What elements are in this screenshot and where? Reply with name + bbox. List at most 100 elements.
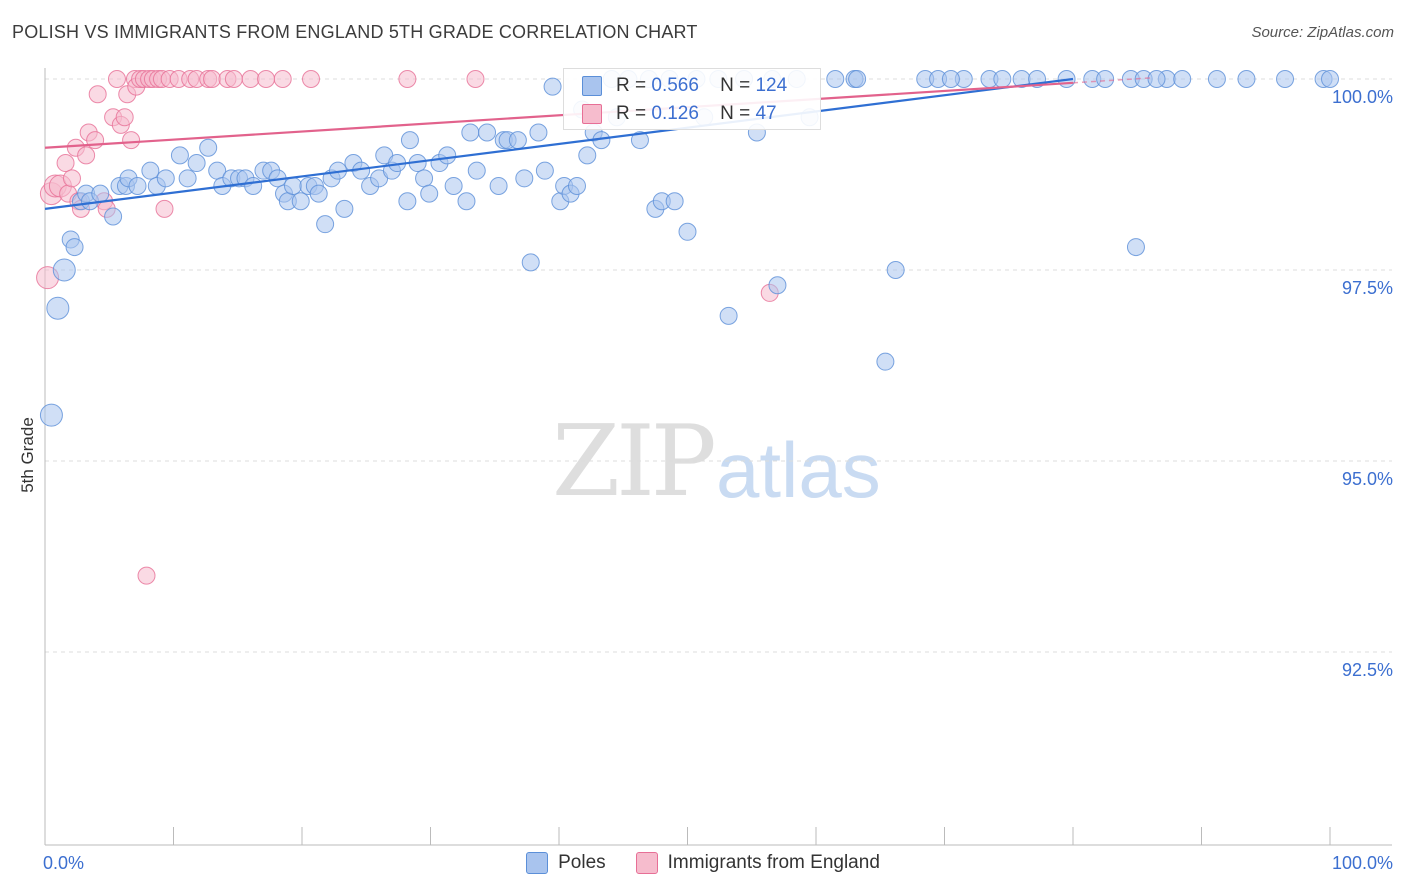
- poles-point: [104, 207, 123, 226]
- poles-point: [630, 131, 649, 150]
- poles-point: [1173, 70, 1192, 88]
- england-r-label: R =: [616, 103, 647, 124]
- poles-point: [398, 192, 417, 211]
- england-point: [155, 199, 174, 218]
- poles-r-label: R =: [616, 75, 647, 96]
- england-r-value: 0.126: [651, 103, 699, 124]
- stats-row-poles: R = 0.566 N = 124: [582, 73, 787, 99]
- england-point: [257, 70, 276, 88]
- legend-poles-swatch: [526, 852, 549, 874]
- poles-point: [1321, 70, 1339, 88]
- england-point: [88, 85, 107, 104]
- x-tick-label: 100.0%: [1332, 853, 1393, 873]
- poles-r-value: 0.566: [651, 75, 699, 96]
- england-point: [137, 566, 156, 585]
- poles-swatch: [582, 76, 602, 96]
- poles-point: [284, 176, 303, 195]
- poles-point: [543, 77, 562, 96]
- poles-point: [567, 176, 586, 195]
- legend-poles-label: Poles: [558, 852, 606, 873]
- poles-point: [52, 258, 76, 282]
- poles-point: [400, 131, 419, 150]
- poles-point: [461, 123, 480, 142]
- poles-point: [65, 238, 84, 257]
- poles-point: [335, 199, 354, 218]
- england-point: [224, 70, 243, 88]
- legend-england-swatch: [635, 852, 658, 874]
- england-n-value: 47: [755, 103, 777, 124]
- gridlines: [45, 78, 1392, 653]
- poles-point: [91, 184, 110, 203]
- poles-point: [508, 131, 527, 150]
- england-point: [122, 131, 141, 150]
- poles-point: [478, 123, 497, 142]
- poles-point: [178, 169, 197, 188]
- england-point: [301, 70, 320, 88]
- legend-item-england[interactable]: Immigrants from England: [635, 852, 880, 874]
- england-point: [56, 154, 75, 173]
- poles-point: [768, 276, 787, 295]
- england-point: [107, 70, 126, 88]
- poles-point: [941, 70, 960, 88]
- legend-item-poles[interactable]: Poles: [526, 852, 606, 874]
- poles-point: [665, 192, 684, 211]
- england-point: [115, 108, 134, 127]
- england-point: [77, 146, 96, 165]
- poles-trendline: [44, 77, 1074, 210]
- poles-point: [521, 253, 540, 272]
- england-trendline: [44, 81, 1074, 149]
- trendlines: [44, 77, 1151, 210]
- poles-point: [1237, 70, 1256, 88]
- source-credit: Source: ZipAtlas.com: [1251, 24, 1394, 41]
- poles-point: [848, 70, 867, 88]
- poles-point: [876, 352, 895, 371]
- poles-point: [529, 123, 548, 142]
- chart-title: POLISH VS IMMIGRANTS FROM ENGLAND 5TH GR…: [12, 22, 698, 42]
- england-n-label: N =: [720, 103, 751, 124]
- england-point: [398, 70, 417, 88]
- y-tick-label: 97.5%: [1342, 278, 1393, 298]
- england-trendline-extension: [1072, 77, 1151, 84]
- poles-point: [291, 192, 310, 211]
- poles-point: [420, 184, 439, 203]
- y-tick-label: 92.5%: [1342, 660, 1393, 680]
- poles-point: [444, 176, 463, 195]
- poles-point: [415, 169, 434, 188]
- tick-labels: 100.0% 97.5% 95.0% 92.5% 0.0% 100.0%: [43, 87, 1393, 873]
- y-tick-label: 95.0%: [1342, 469, 1393, 489]
- x-tick-label: 0.0%: [43, 853, 84, 873]
- poles-point: [141, 161, 160, 180]
- watermark-atlas: atlas: [716, 426, 881, 514]
- poles-point: [1096, 70, 1115, 88]
- poles-point: [187, 154, 206, 173]
- poles-point: [39, 403, 63, 427]
- poles-point: [1147, 70, 1166, 88]
- poles-point: [309, 184, 328, 203]
- poles-point: [535, 161, 554, 180]
- poles-point: [515, 169, 534, 188]
- poles-point: [316, 215, 335, 234]
- poles-point: [46, 296, 70, 320]
- england-point: [241, 70, 260, 88]
- england-point: [466, 70, 485, 88]
- poles-point: [678, 222, 697, 241]
- poles-point: [993, 70, 1012, 88]
- poles-point: [199, 138, 218, 157]
- poles-point: [438, 146, 457, 165]
- y-tick-label: 100.0%: [1332, 87, 1393, 107]
- poles-point: [1126, 238, 1145, 257]
- poles-point: [886, 261, 905, 279]
- poles-point: [128, 176, 147, 195]
- poles-point: [826, 70, 845, 88]
- poles-n-label: N =: [720, 75, 751, 96]
- poles-point: [489, 176, 508, 195]
- poles-n-value: 124: [755, 75, 788, 96]
- poles-point: [1276, 70, 1295, 88]
- poles-point: [719, 306, 738, 325]
- y-axis-label: 5th Grade: [18, 417, 37, 493]
- stats-legend-box: R = 0.566 N = 124 R = 0.126 N = 47: [563, 68, 821, 130]
- stats-row-england: R = 0.126 N = 47: [582, 101, 777, 127]
- poles-point: [578, 146, 597, 165]
- poles-point: [457, 192, 476, 211]
